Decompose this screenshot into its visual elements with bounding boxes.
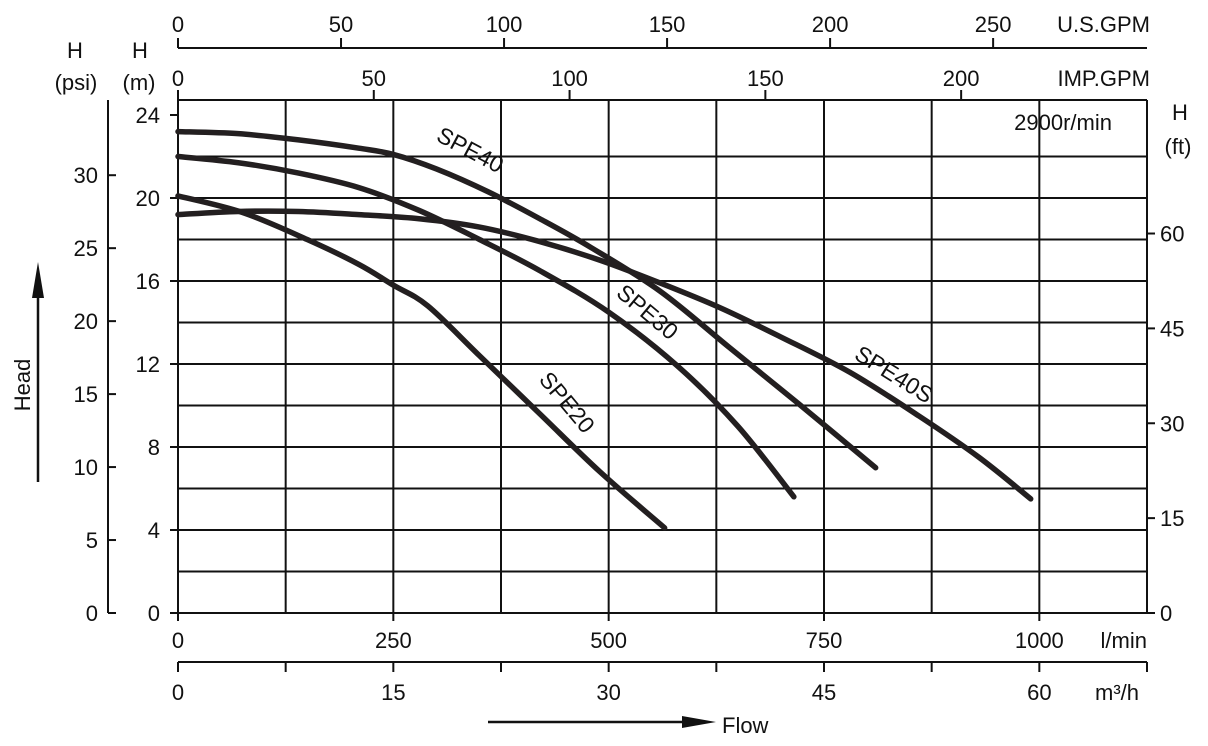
y-m-unit-h: H [132, 38, 148, 63]
y-psi-tick-label: 15 [74, 382, 98, 407]
flow-arrow-icon [682, 716, 716, 728]
x-impgpm-tick-label: 150 [747, 66, 784, 91]
y-psi-tick-label: 0 [86, 601, 98, 626]
curve-spe30 [175, 153, 797, 500]
y-ft-tick-label: 15 [1160, 506, 1184, 531]
curve-label-spe20: SPE20 [534, 367, 600, 439]
y-ft-tick-label: 60 [1160, 222, 1184, 247]
y-m-tick-label: 8 [148, 435, 160, 460]
y-m-unit: (m) [123, 70, 156, 95]
x-m3h-tick-label: 60 [1027, 680, 1051, 705]
y-psi-tick-label: 20 [74, 309, 98, 334]
x-usgpm-tick-label: 150 [649, 12, 686, 37]
y-ft-tick-label: 30 [1160, 411, 1184, 436]
y-m-tick-label: 12 [136, 352, 160, 377]
head-label: Head [10, 359, 35, 412]
x-lmin-tick-label: 250 [375, 628, 412, 653]
x-impgpm-tick-label: 100 [551, 66, 588, 91]
x-impgpm-tick-label: 0 [172, 66, 184, 91]
y-ft-tick-label: 45 [1160, 316, 1184, 341]
x-usgpm-tick-label: 200 [812, 12, 849, 37]
x-usgpm-tick-label: 0 [172, 12, 184, 37]
x-lmin-tick-label: 750 [806, 628, 843, 653]
y-m-tick-label: 16 [136, 269, 160, 294]
x-m3h-tick-label: 15 [381, 680, 405, 705]
x-m3h-tick-label: 45 [812, 680, 836, 705]
y-ft-unit: (ft) [1165, 134, 1192, 159]
y-m-tick-label: 0 [148, 601, 160, 626]
x-lmin-tick-label: 1000 [1015, 628, 1064, 653]
y-m-tick-label: 24 [136, 103, 160, 128]
x-m3h-unit: m³/h [1095, 680, 1139, 705]
y-psi-tick-label: 30 [74, 163, 98, 188]
x-usgpm-unit: U.S.GPM [1057, 12, 1150, 37]
x-usgpm-tick-label: 100 [486, 12, 523, 37]
y-psi-tick-label: 5 [86, 528, 98, 553]
y-m-tick-label: 20 [136, 186, 160, 211]
x-usgpm-tick-label: 250 [975, 12, 1012, 37]
grid [178, 100, 1147, 613]
y-psi-unit-h: H [67, 38, 83, 63]
labels: 2900r/min H (m) H (psi) H (ft) U.S.GPM I… [10, 12, 1191, 738]
x-impgpm-tick-label: 50 [362, 66, 386, 91]
y-m-tick-label: 4 [148, 518, 160, 543]
head-arrow-icon [32, 262, 44, 298]
curve-spe20 [175, 193, 668, 531]
x-lmin-tick-label: 500 [590, 628, 627, 653]
y-psi-tick-label: 10 [74, 455, 98, 480]
flow-label: Flow [722, 713, 769, 738]
y-ft-tick-label: 0 [1160, 601, 1172, 626]
y-psi-unit: (psi) [55, 70, 98, 95]
x-lmin-tick-label: 0 [172, 628, 184, 653]
x-lmin-unit: l/min [1101, 628, 1147, 653]
curve-spe40s [175, 208, 1034, 502]
x-usgpm-tick-label: 50 [329, 12, 353, 37]
y-ft-unit-h: H [1172, 100, 1188, 125]
axes [32, 47, 1148, 728]
x-m3h-tick-label: 30 [596, 680, 620, 705]
x-impgpm-tick-label: 200 [943, 66, 980, 91]
x-impgpm-unit: IMP.GPM [1057, 66, 1150, 91]
rpm-annotation: 2900r/min [1014, 110, 1112, 135]
x-m3h-tick-label: 0 [172, 680, 184, 705]
curve-spe40 [175, 128, 879, 471]
y-psi-tick-label: 25 [74, 236, 98, 261]
